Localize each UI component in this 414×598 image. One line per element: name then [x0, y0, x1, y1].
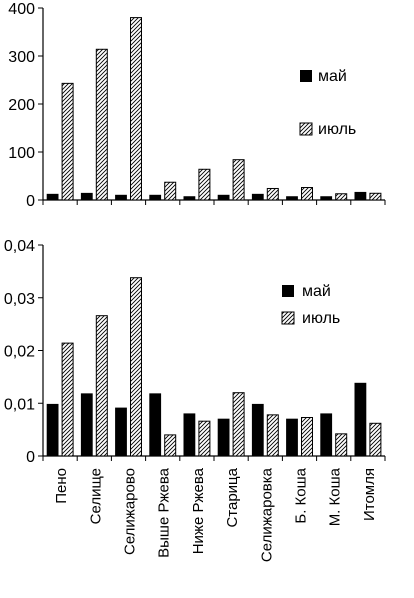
bar-may	[149, 194, 162, 201]
category-label: Селижаровка	[258, 467, 275, 562]
category-label: Б. Коша	[293, 467, 310, 523]
category-label: Селище	[87, 468, 104, 524]
legend-bottom: май июль	[281, 283, 340, 327]
bar-july	[95, 48, 108, 201]
y-tick-label: 100	[8, 145, 35, 162]
category-label: Выше Ржева	[156, 467, 173, 558]
bar-may	[80, 192, 93, 201]
y-tick-label: 200	[8, 97, 35, 114]
bar-july	[335, 433, 348, 457]
bar-may	[183, 413, 196, 457]
bar-july	[198, 168, 211, 201]
bar-july	[198, 420, 211, 457]
y-tick-label: 0	[26, 193, 35, 210]
bar-may	[183, 196, 196, 201]
y-tick-label: 0,04	[4, 238, 35, 255]
legend-swatch-july	[299, 122, 313, 136]
bar-july	[266, 414, 279, 457]
legend-swatch-may	[300, 70, 312, 82]
bar-may	[251, 193, 264, 201]
category-label: Итомля	[361, 468, 378, 521]
bar-july	[61, 342, 74, 457]
bar-july	[232, 392, 245, 457]
bar-july	[301, 187, 313, 201]
y-tick-label: 400	[8, 1, 35, 18]
bar-july	[164, 181, 177, 201]
bar-may	[46, 403, 59, 457]
bar-july	[232, 159, 245, 201]
y-tick-label: 0,03	[4, 291, 35, 308]
category-label: Старица	[224, 467, 241, 527]
legend-label-may: май	[302, 283, 331, 300]
bar-july	[335, 193, 348, 201]
category-label: М. Коша	[327, 467, 344, 526]
y-tick-label: 0	[26, 449, 35, 466]
y-tick-label: 0,02	[4, 344, 35, 361]
bar-may	[251, 403, 264, 457]
legend-label-july: июль	[318, 121, 356, 138]
bar-july	[369, 192, 382, 201]
bar-may	[115, 407, 127, 457]
legend-swatch-may	[282, 285, 294, 297]
bar-may	[80, 393, 93, 457]
bar-july	[301, 416, 313, 457]
bar-may	[115, 194, 127, 201]
bar-july	[95, 315, 108, 457]
bar-may	[320, 413, 333, 457]
bar-may	[286, 418, 298, 457]
bar-may	[149, 393, 162, 457]
bar-july	[266, 187, 279, 201]
y-tick-label: 0,01	[4, 396, 35, 413]
bar-may	[217, 418, 230, 457]
category-label: Ниже Ржева	[190, 467, 207, 554]
bar-may	[354, 382, 367, 457]
bar-july	[369, 422, 382, 457]
chart-top: 0 100 200 300 400	[8, 1, 386, 210]
legend-label-may: май	[318, 68, 347, 85]
bar-may	[217, 194, 230, 201]
category-label: Пено	[53, 468, 70, 504]
bar-july	[130, 277, 142, 457]
y-tick-label: 300	[8, 49, 35, 66]
bar-may	[46, 193, 59, 201]
legend-top: май июль	[299, 68, 356, 138]
bar-july	[61, 82, 74, 201]
bar-july	[164, 434, 177, 457]
bar-july	[130, 17, 142, 201]
bar-may	[286, 196, 298, 201]
chart-bottom: 0 0,01 0,02 0,03 0,04 Пено Селище Селижарово Выш…	[4, 238, 386, 562]
legend-label-july: июль	[302, 310, 340, 327]
bar-may	[320, 196, 333, 201]
bar-may	[354, 191, 367, 201]
category-label: Селижарово	[122, 468, 139, 555]
legend-swatch-july	[281, 311, 295, 325]
